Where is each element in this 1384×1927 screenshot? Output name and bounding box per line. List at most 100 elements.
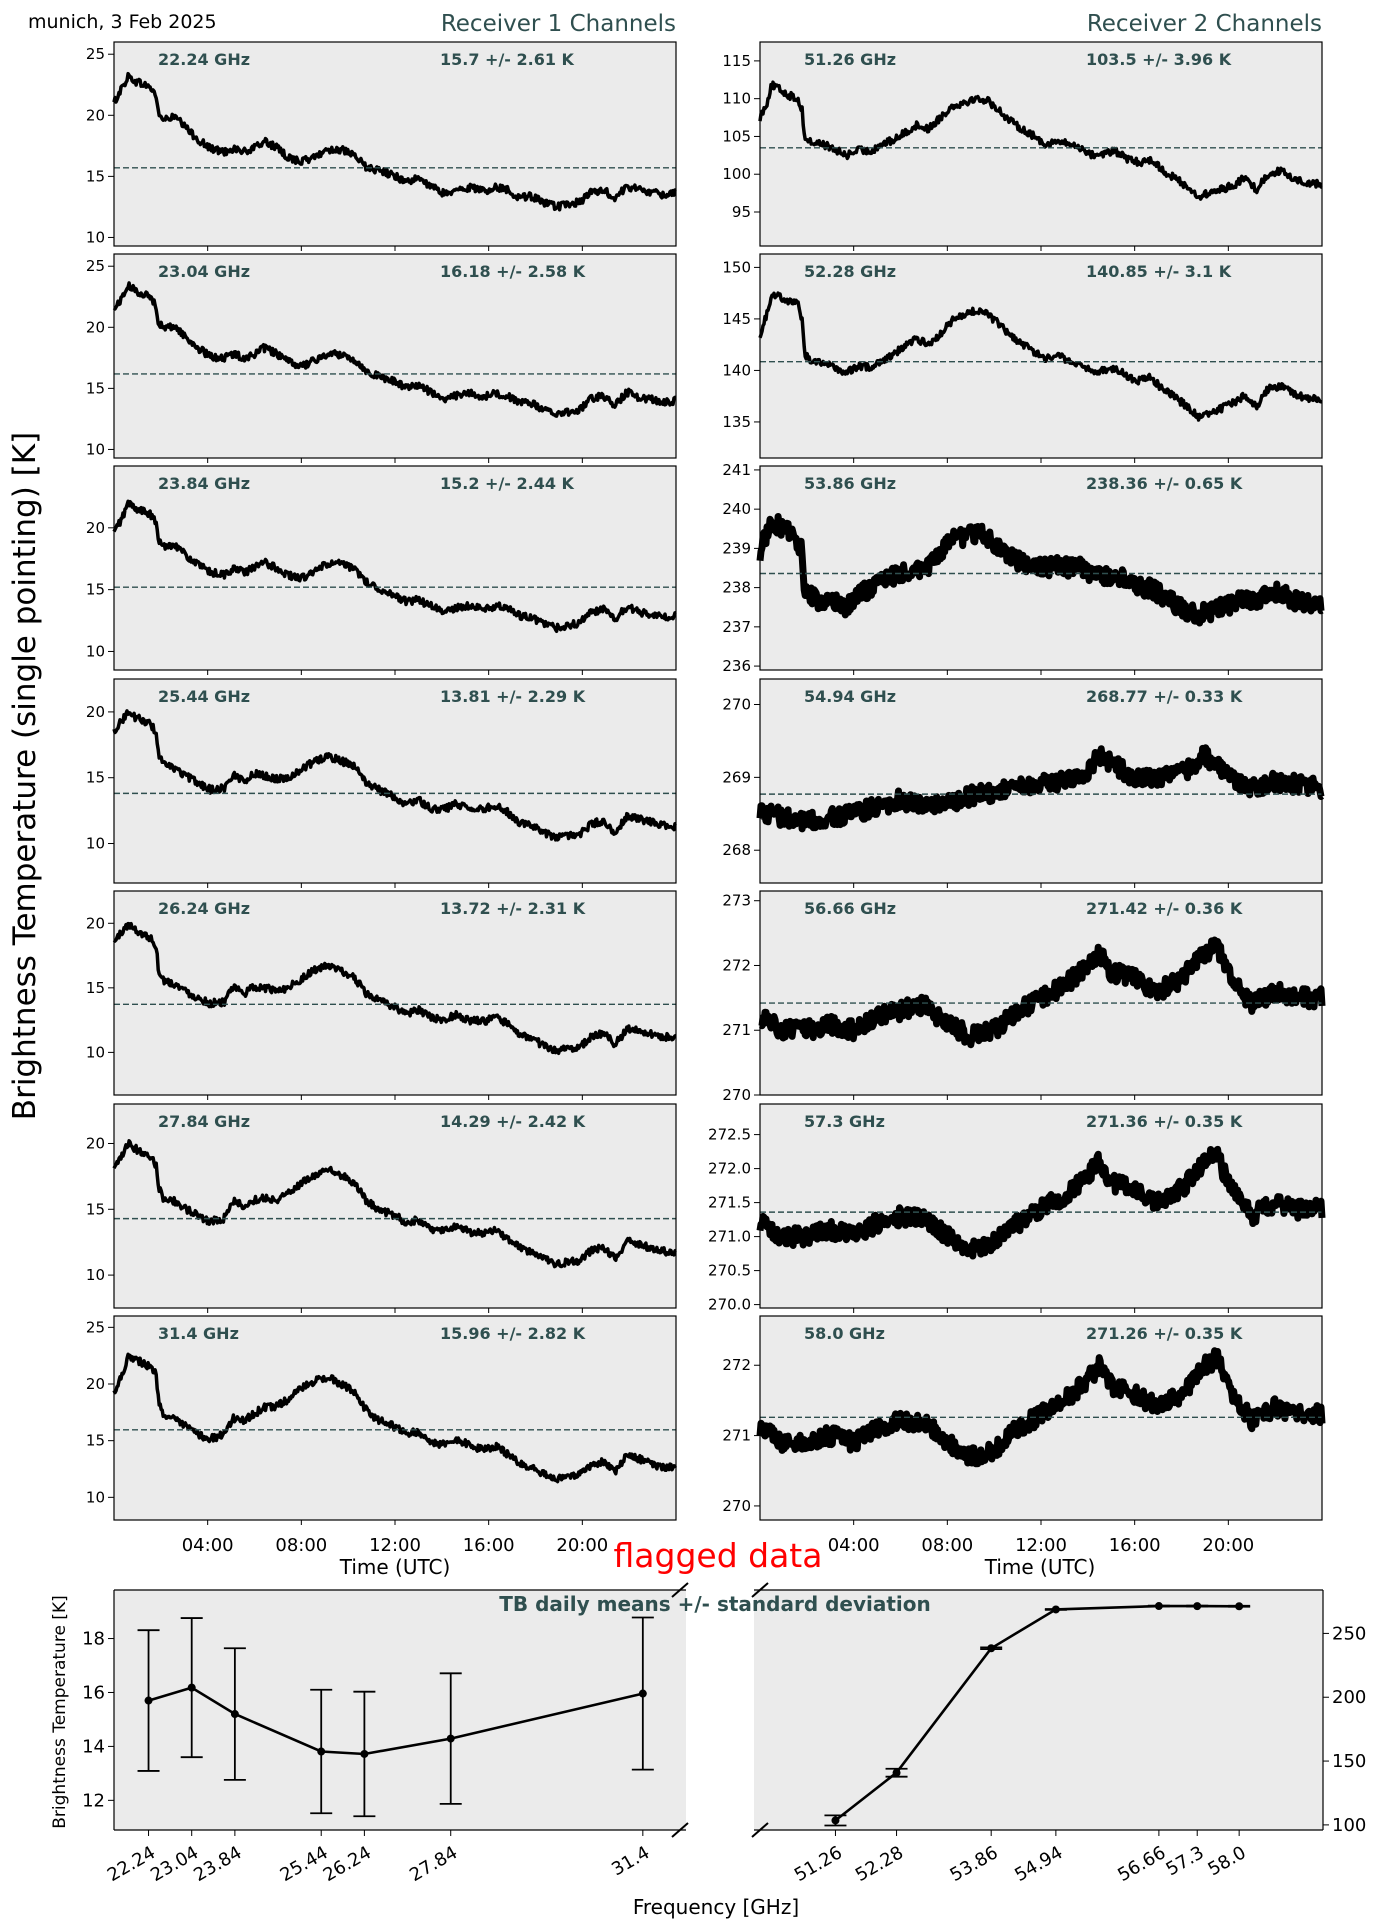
x-tick-label: 08:00	[921, 1535, 973, 1556]
mean-point	[360, 1749, 369, 1758]
y-tick-label: 15	[86, 1432, 105, 1450]
channel-trace	[757, 936, 1326, 1049]
channel-stat-label: 271.36 +/- 0.35 K	[1086, 1112, 1243, 1131]
y-tick-label: 236	[722, 657, 751, 675]
channel-frequency-label: 56.66 GHz	[804, 899, 896, 918]
x-tick-label: 22.24	[104, 1842, 159, 1886]
y-tick-label: 10	[86, 642, 105, 660]
axis-break-marker	[671, 1582, 689, 1598]
channel-stat-label: 15.7 +/- 2.61 K	[440, 50, 575, 69]
y-tick-label: 15	[86, 769, 105, 787]
y-tick-label: 271	[722, 1427, 751, 1445]
y-tick-label: 115	[722, 52, 751, 70]
mean-point	[1051, 1605, 1060, 1614]
channel-frequency-label: 26.24 GHz	[158, 899, 250, 918]
y-tick-label: 10	[86, 228, 105, 246]
receiver-2-title: Receiver 2 Channels	[1087, 11, 1322, 37]
y-tick-label: 20	[86, 1375, 105, 1393]
y-tick-label: 250	[1332, 1623, 1366, 1644]
x-tick-label: 08:00	[275, 1535, 327, 1556]
channel-stat-label: 16.18 +/- 2.58 K	[440, 262, 586, 281]
channel-frequency-label: 53.86 GHz	[804, 474, 896, 493]
y-tick-label: 15	[86, 581, 105, 599]
summary-ylabel: Brightness Temperature [K]	[50, 1595, 70, 1828]
receiver-1-xlabel: Time (UTC)	[339, 1555, 451, 1579]
x-tick-label: 23.84	[190, 1842, 245, 1886]
channel-frequency-label: 25.44 GHz	[158, 687, 250, 706]
y-tick-label: 270.0	[708, 1296, 751, 1314]
channel-frequency-label: 52.28 GHz	[804, 262, 896, 281]
channel-panel: 10 15 20 27.84 GHz 14.29 +/- 2.42 K	[86, 1103, 677, 1313]
y-tick-label: 25	[86, 45, 105, 63]
channel-panel: 95 100 105 110 115 51.26 GHz 103.5 +/- 3.96 K	[722, 41, 1323, 251]
channel-panel: 10 15 20 25.44 GHz 13.81 +/- 2.29 K	[86, 678, 677, 888]
mean-point	[638, 1689, 647, 1698]
y-tick-label: 15	[86, 379, 105, 397]
mean-point	[892, 1768, 901, 1777]
panel-background	[114, 891, 676, 1095]
channel-stat-label: 271.42 +/- 0.36 K	[1086, 899, 1243, 918]
x-tick-label: 23.04	[147, 1842, 202, 1886]
y-tick-label: 270	[722, 1497, 751, 1515]
channel-stat-label: 268.77 +/- 0.33 K	[1086, 687, 1243, 706]
y-tick-label: 105	[722, 127, 751, 145]
channel-panel: 135 140 145 150 52.28 GHz 140.85 +/- 3.1 K	[722, 253, 1323, 463]
channel-frequency-label: 54.94 GHz	[804, 687, 896, 706]
y-tick-label: 145	[722, 310, 751, 328]
channel-panel: 10 15 20 23.84 GHz 15.2 +/- 2.44 K	[86, 465, 677, 675]
channel-trace	[112, 1352, 678, 1484]
mean-point	[1154, 1602, 1163, 1611]
channel-panel: 268 269 270 54.94 GHz 268.77 +/- 0.33 K	[722, 678, 1325, 888]
summary-title: TB daily means +/- standard deviation	[499, 1592, 931, 1616]
channel-stat-label: 13.81 +/- 2.29 K	[440, 687, 586, 706]
channel-trace	[756, 744, 1325, 833]
mean-point	[144, 1696, 153, 1705]
mean-point	[187, 1683, 196, 1692]
y-tick-label: 20	[86, 1134, 105, 1152]
channel-stat-label: 140.85 +/- 3.1 K	[1086, 262, 1232, 281]
y-tick-label: 150	[1332, 1751, 1366, 1772]
y-tick-label: 20	[86, 318, 105, 336]
location-date-label: munich, 3 Feb 2025	[28, 11, 217, 33]
x-tick-label: 16:00	[463, 1535, 515, 1556]
y-tick-label: 239	[722, 539, 751, 557]
channel-trace	[756, 1145, 1326, 1260]
x-tick-label: 20:00	[1202, 1535, 1254, 1556]
channel-stat-label: 238.36 +/- 0.65 K	[1086, 474, 1243, 493]
channel-trace	[112, 1139, 677, 1269]
y-tick-label: 15	[86, 979, 105, 997]
mean-point	[446, 1734, 455, 1743]
y-tick-label: 272	[722, 1356, 751, 1374]
axis-break-marker	[671, 1822, 689, 1838]
channel-frequency-label: 27.84 GHz	[158, 1112, 250, 1131]
y-tick-label: 16	[82, 1682, 105, 1703]
y-tick-label: 270	[722, 696, 751, 714]
panel-background	[114, 466, 676, 670]
y-tick-label: 25	[86, 1318, 105, 1336]
mean-point	[317, 1747, 326, 1756]
x-tick-label: 57.3	[1163, 1842, 1208, 1880]
y-tick-label: 10	[86, 440, 105, 458]
channel-trace	[112, 709, 677, 842]
channel-panel: 236 237 238 239 240 241 53.86 GHz 238.36 +/- 0.…	[722, 461, 1325, 675]
channel-stat-label: 103.5 +/- 3.96 K	[1086, 50, 1232, 69]
y-tick-label: 25	[86, 257, 105, 275]
x-tick-label: 53.86	[947, 1842, 1002, 1886]
flagged-data-label: flagged data	[614, 1536, 823, 1575]
mean-point	[1193, 1602, 1202, 1611]
y-tick-label: 240	[722, 500, 751, 518]
channel-trace	[112, 281, 677, 418]
y-tick-label: 150	[722, 258, 751, 276]
channel-frequency-label: 51.26 GHz	[804, 50, 896, 69]
summary-xlabel: Frequency [GHz]	[633, 1895, 799, 1919]
x-tick-label: 26.24	[320, 1842, 375, 1886]
x-tick-label: 04:00	[828, 1535, 880, 1556]
y-tick-label: 271.0	[708, 1228, 751, 1246]
y-tick-label: 268	[722, 841, 751, 859]
x-tick-label: 51.26	[791, 1842, 846, 1886]
summary-right-background	[754, 1590, 1323, 1830]
y-tick-label: 18	[82, 1629, 105, 1650]
y-tick-label: 20	[86, 914, 105, 932]
y-tick-label: 241	[722, 461, 751, 479]
y-tick-label: 238	[722, 579, 751, 597]
